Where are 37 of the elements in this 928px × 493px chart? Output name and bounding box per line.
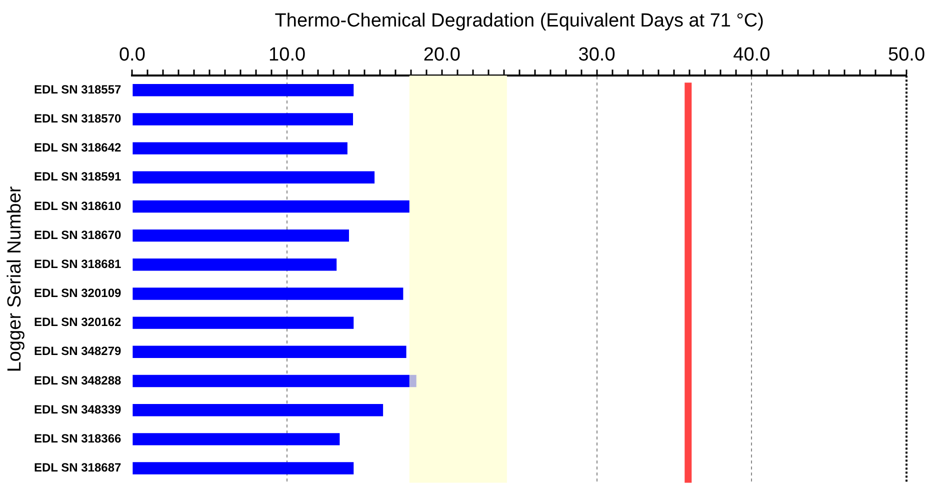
y-tick-label: EDL SN 320109 — [34, 286, 122, 300]
x-tick-label: 40.0 — [733, 44, 770, 66]
bar — [132, 346, 406, 358]
bar — [132, 316, 354, 329]
bar — [132, 462, 354, 474]
bar — [132, 433, 340, 446]
y-tick-label: EDL SN 318570 — [34, 112, 122, 126]
bar — [132, 288, 404, 300]
bar — [132, 171, 375, 184]
y-tick-label: EDL SN 318687 — [34, 460, 122, 475]
y-tick-label: EDL SN 348279 — [34, 344, 122, 358]
y-axis-title: Logger Serial Number — [4, 186, 26, 372]
x-tick-label: 10.0 — [268, 44, 306, 66]
x-tick-label: 30.0 — [578, 44, 616, 66]
x-axis-title: Thermo-Chemical Degradation (Equivalent Days at 71 °C) — [274, 10, 764, 32]
y-tick-label: EDL SN 318670 — [34, 228, 122, 242]
y-tick-label: EDL SN 318366 — [34, 431, 122, 446]
y-tick-label: EDL SN 348288 — [34, 373, 122, 388]
y-tick-label: EDL SN 318681 — [34, 256, 122, 271]
bar — [132, 229, 349, 242]
y-tick-label: EDL SN 320162 — [34, 315, 122, 330]
bar — [132, 404, 384, 416]
y-tick-label: EDL SN 318610 — [34, 198, 122, 213]
x-tick-label: 50.0 — [888, 44, 925, 66]
y-tick-label: EDL SN 318557 — [34, 82, 122, 96]
y-tick-label: EDL SN 318642 — [34, 140, 122, 155]
y-tick-label: EDL SN 348339 — [34, 402, 122, 416]
bar — [132, 142, 348, 154]
x-tick-label: 20.0 — [423, 44, 460, 66]
bar — [132, 200, 410, 213]
x-tick-label: 0.0 — [118, 44, 146, 66]
bar — [132, 374, 410, 388]
bar — [132, 113, 354, 126]
y-tick-label: EDL SN 318591 — [34, 170, 122, 184]
bar — [409, 374, 416, 388]
bar — [132, 84, 354, 96]
bar — [132, 258, 337, 271]
